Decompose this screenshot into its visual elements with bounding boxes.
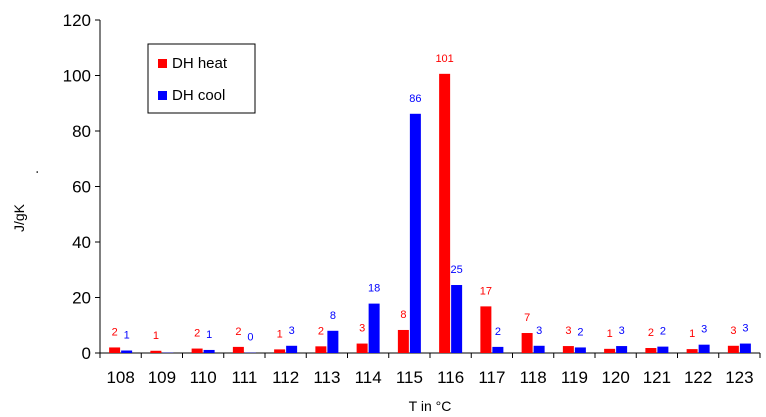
- bar-dh-cool: [203, 349, 215, 353]
- bar-dh-cool: [368, 303, 380, 353]
- data-label-dh-heat: 2: [318, 325, 324, 337]
- legend: DH heat DH cool: [147, 43, 256, 114]
- data-label-dh-heat: 3: [565, 325, 571, 337]
- bar-dh-cool: [574, 347, 586, 353]
- data-label-dh-heat: 2: [235, 326, 241, 338]
- bar-dh-heat: [397, 329, 409, 353]
- data-label-dh-heat: 7: [524, 312, 530, 324]
- x-tick-label: 114: [355, 368, 382, 387]
- bar-dh-heat: [232, 346, 244, 353]
- y-tick-label: 20: [72, 289, 91, 308]
- data-label-dh-heat: 2: [194, 328, 200, 340]
- data-label-dh-cool: 3: [742, 323, 748, 335]
- data-label-dh-heat: 1: [277, 328, 283, 340]
- bar-dh-heat: [727, 345, 739, 353]
- data-label-dh-cool: 3: [619, 325, 625, 337]
- legend-box: [147, 43, 256, 114]
- bar-dh-cool: [327, 330, 339, 353]
- y-tick-label: 40: [72, 233, 91, 252]
- bar-dh-heat: [439, 73, 451, 354]
- data-label-dh-cool: 86: [409, 93, 421, 105]
- y-tick-label: 0: [82, 344, 91, 363]
- x-tick-label: 122: [684, 368, 712, 387]
- y-tick-label: 120: [63, 11, 91, 30]
- data-label-dh-heat: 1: [607, 328, 613, 340]
- bar-dh-cool: [492, 346, 504, 353]
- data-label-dh-heat: 8: [400, 309, 406, 321]
- y-axis-title-suffix: .: [25, 170, 41, 174]
- y-axis: 0 20 40 60 80 100 120: [63, 11, 101, 363]
- data-label-dh-cool: 3: [289, 325, 295, 337]
- x-tick-label: 116: [437, 368, 464, 387]
- data-label-dh-cool: 0: [247, 332, 253, 344]
- data-label-dh-heat: 1: [153, 330, 159, 342]
- x-tick-label: 120: [601, 368, 629, 387]
- x-tick-label: 111: [231, 368, 257, 387]
- legend-swatch-cool: [158, 91, 167, 100]
- data-label-dh-heat: 3: [359, 323, 365, 335]
- x-tick-label: 108: [106, 368, 134, 387]
- x-tick-label: 117: [478, 368, 505, 387]
- x-tick-label: 118: [520, 368, 547, 387]
- bar-dh-heat: [191, 348, 203, 353]
- bar-dh-heat: [686, 349, 698, 353]
- data-label-dh-cool: 2: [577, 326, 583, 338]
- data-label-dh-cool: 8: [330, 310, 336, 322]
- x-tick-label: 113: [313, 368, 340, 387]
- data-label-dh-cool: 1: [206, 329, 212, 341]
- x-tick-label: 115: [396, 368, 423, 387]
- data-label-dh-cool: 2: [660, 326, 666, 338]
- data-label-dh-heat: 3: [730, 325, 736, 337]
- bar-dh-heat: [521, 333, 533, 353]
- bar-dh-cool: [286, 345, 298, 353]
- data-label-dh-cool: 3: [536, 325, 542, 337]
- data-label-dh-cool: 1: [124, 330, 130, 342]
- y-tick-label: 80: [72, 122, 91, 141]
- x-tick-label: 119: [561, 368, 588, 387]
- legend-label-heat: DH heat: [172, 55, 228, 72]
- data-label-dh-heat: 2: [112, 326, 118, 338]
- bars: [109, 73, 751, 354]
- bar-dh-cool: [533, 345, 545, 353]
- x-tick-label: 121: [643, 368, 671, 387]
- bar-dh-heat: [150, 350, 162, 353]
- x-tick-label: 110: [190, 368, 217, 387]
- data-label-dh-cool: 18: [368, 283, 380, 295]
- data-label-dh-heat: 17: [480, 285, 492, 297]
- bar-dh-heat: [109, 347, 121, 353]
- bar-dh-cool: [409, 113, 421, 353]
- bar-dh-cool: [121, 350, 133, 353]
- data-label-dh-cool: 25: [451, 264, 463, 276]
- bar-dh-heat: [274, 349, 286, 353]
- data-label-dh-heat: 1: [689, 328, 695, 340]
- x-tick-label: 112: [272, 368, 299, 387]
- bar-dh-heat: [604, 348, 616, 353]
- data-label-dh-cool: 2: [495, 326, 501, 338]
- bar-dh-heat: [645, 348, 657, 353]
- legend-label-cool: DH cool: [172, 87, 225, 104]
- data-label-dh-heat: 2: [648, 327, 654, 339]
- y-tick-label: 60: [72, 178, 91, 197]
- x-axis-title: T in °C: [409, 398, 452, 414]
- bar-dh-cool: [657, 346, 669, 353]
- bar-dh-heat: [562, 346, 574, 353]
- bar-dh-heat: [315, 346, 327, 353]
- x-tick-label: 123: [725, 368, 753, 387]
- legend-swatch-heat: [158, 59, 167, 68]
- bar-dh-cool: [616, 346, 628, 353]
- bar-dh-heat: [480, 306, 492, 353]
- bar-dh-cool: [739, 343, 751, 353]
- x-axis: 108 109 110 111 112 113 114 115 116 117 118 119 120 1…: [99, 352, 761, 387]
- bar-dh-cool: [451, 285, 463, 353]
- x-tick-label: 109: [148, 368, 176, 387]
- data-label-dh-heat: 101: [435, 53, 453, 65]
- bar-dh-heat: [356, 343, 368, 353]
- y-axis-title: J/gK: [11, 203, 27, 232]
- data-label-dh-cool: 3: [701, 324, 707, 336]
- y-tick-label: 100: [63, 67, 91, 86]
- bar-dh-cool: [698, 344, 710, 353]
